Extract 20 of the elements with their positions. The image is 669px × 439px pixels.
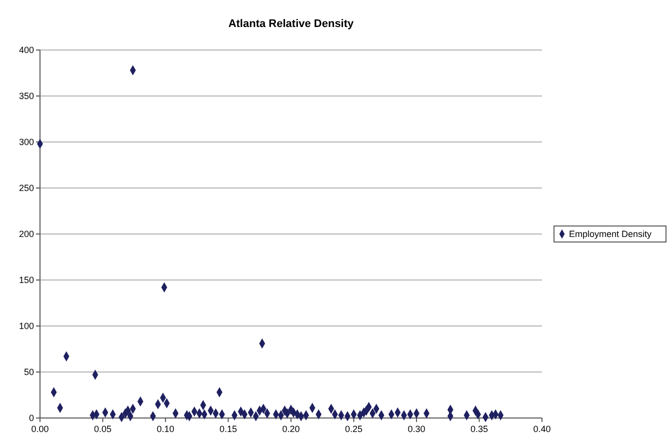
x-tick-label: 0.05 (94, 424, 112, 434)
chart-title: Atlanta Relative Density (228, 18, 355, 30)
y-tick-label: 0 (28, 413, 34, 424)
y-tick-label: 50 (24, 367, 34, 378)
y-tick-label: 150 (18, 275, 34, 286)
y-tick-label: 400 (18, 45, 34, 56)
x-tick-label: 0.30 (408, 424, 426, 434)
x-tick-label: 0.15 (219, 424, 238, 434)
x-tick-label: 0.35 (470, 424, 488, 434)
y-tick-label: 350 (18, 91, 34, 102)
x-tick-label: 0.00 (31, 424, 49, 434)
x-tick-label: 0.20 (282, 424, 300, 434)
y-tick-label: 100 (18, 321, 34, 332)
x-tick-label: 0.25 (344, 424, 363, 434)
x-tick-label: 0.10 (156, 424, 174, 434)
x-tick-label: 0.40 (533, 424, 551, 434)
y-tick-label: 250 (18, 183, 34, 194)
y-tick-label: 200 (18, 229, 34, 240)
y-tick-label: 300 (18, 137, 34, 148)
legend-label: Employment Density (569, 229, 652, 240)
